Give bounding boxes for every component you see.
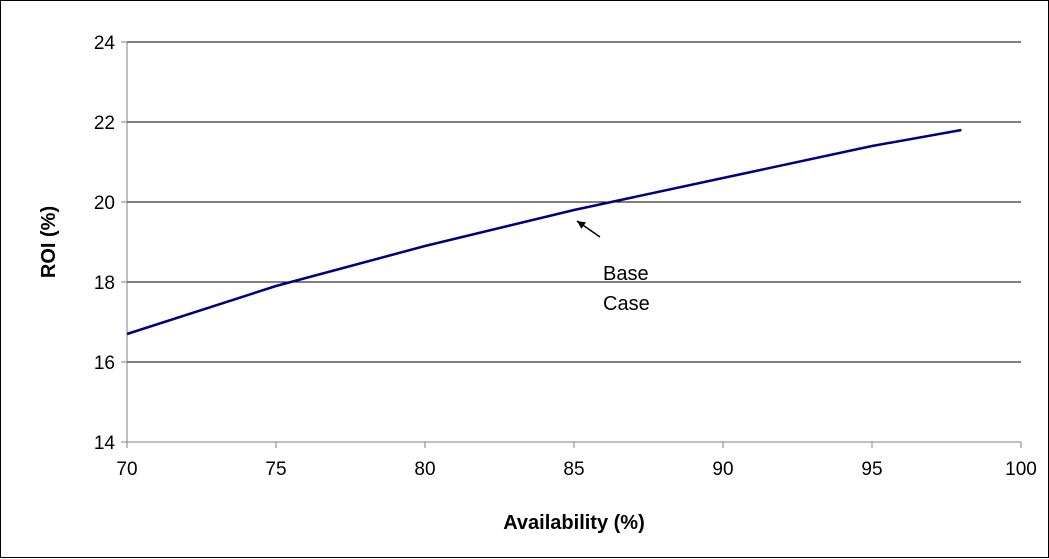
x-tick-label-90: 90 [712,459,733,480]
x-tick-label-85: 85 [563,459,584,480]
series-line-0 [126,128,962,336]
annotation-text-line-1: Case [603,293,650,315]
annotation-arrow-head-0 [577,221,586,229]
y-tick-label-16: 16 [94,353,115,374]
x-tick-label-75: 75 [265,459,286,480]
y-tick-label-22: 22 [94,113,115,134]
y-tick-label-20: 20 [94,193,115,214]
annotation-text-line-0: Base [603,263,649,285]
x-tick-label-95: 95 [861,459,882,480]
series-layer [126,128,962,336]
x-tick-label-100: 100 [1005,459,1037,480]
x-tick-label-80: 80 [414,459,435,480]
x-tick-label-70: 70 [116,459,137,480]
y-tick-label-24: 24 [94,33,116,54]
y-axis-title: ROI (%) [38,206,60,278]
tick-labels: 14 16 18 20 22 24 70 75 80 85 90 95 100 [94,33,1037,480]
grid-lines [127,41,1021,363]
y-tick-label-18: 18 [94,273,115,294]
y-tick-label-14: 14 [94,433,116,454]
x-axis-title: Availability (%) [503,512,645,534]
annotation-layer: Base Case [576,220,650,315]
axes [121,41,1022,448]
